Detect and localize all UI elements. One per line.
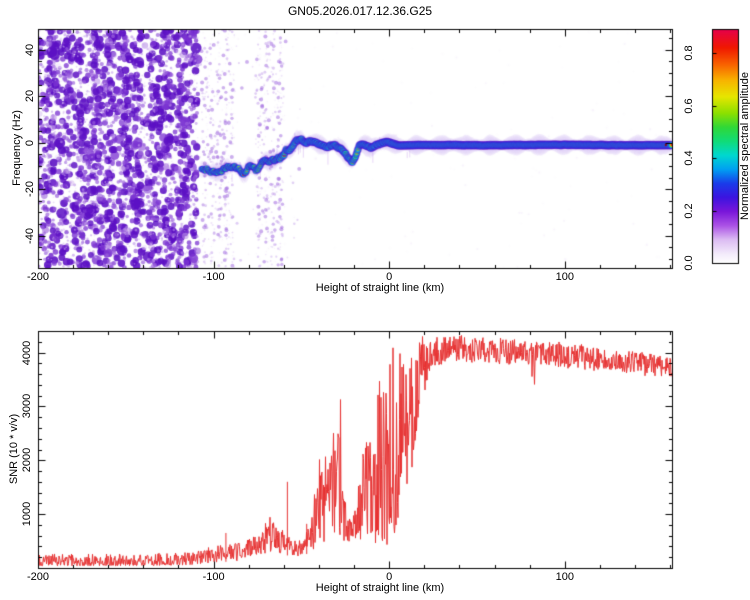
spectrogram-y-tick-label: -20: [24, 181, 36, 198]
colorbar-tick-label: 0.0: [683, 255, 695, 271]
snr-y-tick-label: 4000: [21, 340, 33, 365]
spectrogram-y-tick-label: 0: [24, 139, 36, 146]
snr-y-axis-label: SNR (10 * v/v): [8, 413, 20, 485]
spectrogram-y-tick-label: 40: [24, 43, 36, 56]
colorbar-tick-label: 0.2: [683, 202, 695, 219]
spectrogram-x-tick-label: -100: [202, 271, 225, 283]
colorbar-tick-label: 0.6: [683, 97, 695, 114]
spectrogram-y-tick-label: -40: [24, 227, 36, 244]
colorbar-label: Normalized spectral amplitude: [739, 72, 750, 220]
snr-x-tick-label: 0: [386, 571, 393, 583]
snr-y-tick-label: 3000: [21, 394, 33, 419]
spectrogram-y-tick-label: 20: [24, 90, 36, 103]
snr-x-axis-label: Height of straight line (km): [315, 582, 445, 594]
colorbar-tick-label: 0.4: [683, 150, 695, 166]
spectrogram-x-tick-label: -200: [26, 271, 50, 283]
spectrogram-x-tick-label: 0: [386, 271, 393, 283]
snr-y-tick-label: 1000: [21, 501, 33, 527]
snr-x-tick-label: -100: [202, 571, 225, 583]
figure-title: GN05.2026.017.12.36.G25: [287, 4, 433, 18]
spectrogram-x-axis-label: Height of straight line (km): [315, 282, 445, 294]
snr-x-tick-label: -200: [26, 571, 50, 583]
snr-x-tick-label: 100: [555, 571, 575, 583]
snr-y-tick-label: 2000: [21, 448, 33, 473]
colorbar-tick-label: 0.8: [683, 45, 695, 61]
spectrogram-y-axis-label: Frequency (Hz): [11, 110, 23, 186]
spectrogram-x-tick-label: 100: [555, 271, 575, 283]
